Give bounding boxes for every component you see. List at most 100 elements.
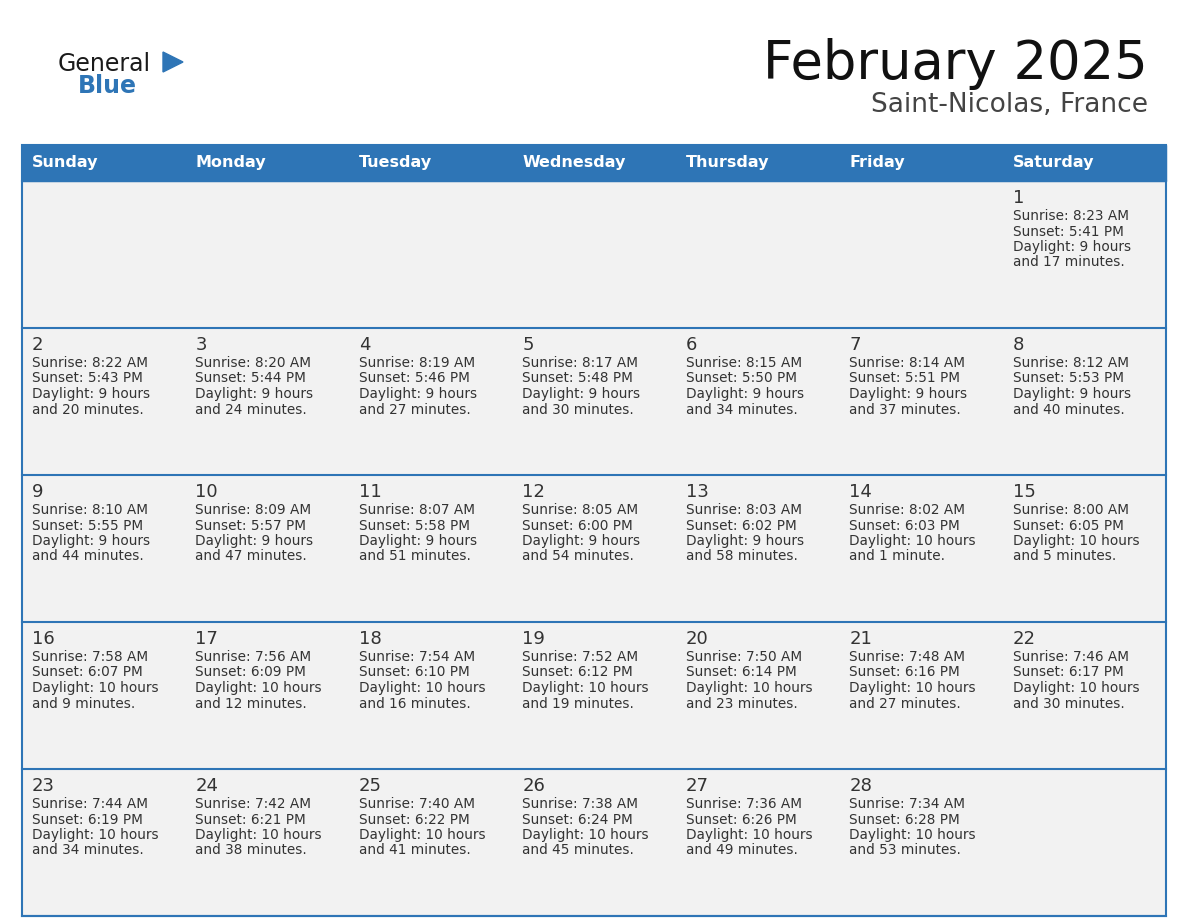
Text: Sunrise: 7:46 AM: Sunrise: 7:46 AM xyxy=(1012,650,1129,664)
Bar xyxy=(23,181,185,328)
Text: Daylight: 10 hours: Daylight: 10 hours xyxy=(685,828,813,842)
Text: Daylight: 9 hours: Daylight: 9 hours xyxy=(849,387,967,401)
Text: and 41 minutes.: and 41 minutes. xyxy=(359,844,470,857)
Text: Sunset: 6:16 PM: Sunset: 6:16 PM xyxy=(849,666,960,679)
Bar xyxy=(676,475,839,622)
Text: 24: 24 xyxy=(196,777,219,795)
Polygon shape xyxy=(163,52,183,72)
Bar xyxy=(185,475,349,622)
Text: 1: 1 xyxy=(1012,189,1024,207)
Text: Daylight: 9 hours: Daylight: 9 hours xyxy=(359,534,478,548)
Text: Sunrise: 8:02 AM: Sunrise: 8:02 AM xyxy=(849,503,965,517)
Text: 26: 26 xyxy=(523,777,545,795)
Text: Sunset: 6:24 PM: Sunset: 6:24 PM xyxy=(523,812,633,826)
Text: and 23 minutes.: and 23 minutes. xyxy=(685,697,797,711)
Text: and 9 minutes.: and 9 minutes. xyxy=(32,697,135,711)
Text: 16: 16 xyxy=(32,630,55,648)
Text: Friday: Friday xyxy=(849,155,905,171)
Text: and 27 minutes.: and 27 minutes. xyxy=(359,402,470,417)
Text: 2: 2 xyxy=(32,336,44,354)
Text: Sunrise: 7:52 AM: Sunrise: 7:52 AM xyxy=(523,650,638,664)
Text: Daylight: 9 hours: Daylight: 9 hours xyxy=(523,387,640,401)
Text: and 34 minutes.: and 34 minutes. xyxy=(32,844,144,857)
Text: Sunrise: 7:40 AM: Sunrise: 7:40 AM xyxy=(359,797,475,811)
Text: 12: 12 xyxy=(523,483,545,501)
Text: Daylight: 9 hours: Daylight: 9 hours xyxy=(196,387,314,401)
Bar xyxy=(1003,328,1165,475)
Text: 4: 4 xyxy=(359,336,371,354)
Text: and 40 minutes.: and 40 minutes. xyxy=(1012,402,1124,417)
Text: Sunset: 5:58 PM: Sunset: 5:58 PM xyxy=(359,519,470,532)
Bar xyxy=(839,622,1003,769)
Text: Daylight: 10 hours: Daylight: 10 hours xyxy=(196,828,322,842)
Bar xyxy=(23,769,185,916)
Text: Sunrise: 8:17 AM: Sunrise: 8:17 AM xyxy=(523,356,638,370)
Text: Daylight: 9 hours: Daylight: 9 hours xyxy=(32,534,150,548)
Text: 18: 18 xyxy=(359,630,381,648)
Text: Sunday: Sunday xyxy=(32,155,99,171)
Text: Sunrise: 7:50 AM: Sunrise: 7:50 AM xyxy=(685,650,802,664)
Text: Daylight: 10 hours: Daylight: 10 hours xyxy=(523,681,649,695)
Text: Sunrise: 8:23 AM: Sunrise: 8:23 AM xyxy=(1012,209,1129,223)
Bar xyxy=(349,181,512,328)
Text: Sunrise: 8:00 AM: Sunrise: 8:00 AM xyxy=(1012,503,1129,517)
Text: Sunrise: 7:36 AM: Sunrise: 7:36 AM xyxy=(685,797,802,811)
Text: Sunset: 5:48 PM: Sunset: 5:48 PM xyxy=(523,372,633,386)
Text: Monday: Monday xyxy=(196,155,266,171)
Text: Sunrise: 7:38 AM: Sunrise: 7:38 AM xyxy=(523,797,638,811)
Text: Sunset: 5:41 PM: Sunset: 5:41 PM xyxy=(1012,225,1124,239)
Bar xyxy=(676,181,839,328)
Text: Daylight: 9 hours: Daylight: 9 hours xyxy=(1012,387,1131,401)
Text: Saturday: Saturday xyxy=(1012,155,1094,171)
Text: and 53 minutes.: and 53 minutes. xyxy=(849,844,961,857)
Text: Daylight: 9 hours: Daylight: 9 hours xyxy=(685,387,804,401)
Text: Daylight: 9 hours: Daylight: 9 hours xyxy=(685,534,804,548)
Text: Sunrise: 7:56 AM: Sunrise: 7:56 AM xyxy=(196,650,311,664)
Bar xyxy=(349,769,512,916)
Bar xyxy=(676,328,839,475)
Text: Sunset: 6:02 PM: Sunset: 6:02 PM xyxy=(685,519,796,532)
Text: Sunrise: 8:07 AM: Sunrise: 8:07 AM xyxy=(359,503,475,517)
Text: 14: 14 xyxy=(849,483,872,501)
Text: Sunset: 5:53 PM: Sunset: 5:53 PM xyxy=(1012,372,1124,386)
Text: Daylight: 10 hours: Daylight: 10 hours xyxy=(196,681,322,695)
Bar xyxy=(23,145,1165,181)
Text: 8: 8 xyxy=(1012,336,1024,354)
Text: Sunset: 6:22 PM: Sunset: 6:22 PM xyxy=(359,812,469,826)
Text: Sunrise: 7:54 AM: Sunrise: 7:54 AM xyxy=(359,650,475,664)
Text: 28: 28 xyxy=(849,777,872,795)
Text: Sunrise: 7:42 AM: Sunrise: 7:42 AM xyxy=(196,797,311,811)
Bar xyxy=(23,328,185,475)
Text: Sunrise: 8:09 AM: Sunrise: 8:09 AM xyxy=(196,503,311,517)
Text: Daylight: 10 hours: Daylight: 10 hours xyxy=(359,681,486,695)
Bar xyxy=(185,769,349,916)
Text: Daylight: 10 hours: Daylight: 10 hours xyxy=(32,681,159,695)
Text: and 54 minutes.: and 54 minutes. xyxy=(523,550,634,564)
Text: and 30 minutes.: and 30 minutes. xyxy=(523,402,634,417)
Text: Daylight: 9 hours: Daylight: 9 hours xyxy=(32,387,150,401)
Text: Sunset: 6:09 PM: Sunset: 6:09 PM xyxy=(196,666,307,679)
Text: Sunset: 5:43 PM: Sunset: 5:43 PM xyxy=(32,372,143,386)
Text: 21: 21 xyxy=(849,630,872,648)
Text: Daylight: 9 hours: Daylight: 9 hours xyxy=(523,534,640,548)
Text: and 20 minutes.: and 20 minutes. xyxy=(32,402,144,417)
Text: Wednesday: Wednesday xyxy=(523,155,626,171)
Bar xyxy=(512,622,676,769)
Text: and 47 minutes.: and 47 minutes. xyxy=(196,550,308,564)
Text: Daylight: 10 hours: Daylight: 10 hours xyxy=(523,828,649,842)
Text: Daylight: 10 hours: Daylight: 10 hours xyxy=(1012,534,1139,548)
Text: Sunset: 5:55 PM: Sunset: 5:55 PM xyxy=(32,519,143,532)
Text: Daylight: 10 hours: Daylight: 10 hours xyxy=(359,828,486,842)
Text: Daylight: 10 hours: Daylight: 10 hours xyxy=(849,828,975,842)
Text: Sunrise: 8:19 AM: Sunrise: 8:19 AM xyxy=(359,356,475,370)
Text: and 34 minutes.: and 34 minutes. xyxy=(685,402,797,417)
Text: and 16 minutes.: and 16 minutes. xyxy=(359,697,470,711)
Text: Sunset: 6:07 PM: Sunset: 6:07 PM xyxy=(32,666,143,679)
Text: 22: 22 xyxy=(1012,630,1036,648)
Text: and 24 minutes.: and 24 minutes. xyxy=(196,402,308,417)
Text: Sunrise: 8:14 AM: Sunrise: 8:14 AM xyxy=(849,356,965,370)
Text: 5: 5 xyxy=(523,336,533,354)
Bar xyxy=(185,181,349,328)
Bar xyxy=(512,328,676,475)
Text: Sunset: 6:21 PM: Sunset: 6:21 PM xyxy=(196,812,307,826)
